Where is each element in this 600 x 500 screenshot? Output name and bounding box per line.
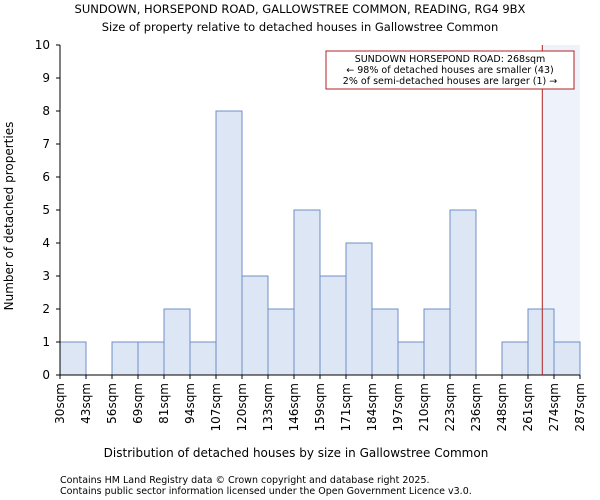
y-tick-label-7: 7	[42, 137, 50, 151]
footer-line-2: Contains public sector information licen…	[60, 486, 472, 497]
bar-56sqm	[111, 341, 139, 376]
x-tick-label-30sqm: 30sqm	[53, 383, 67, 424]
x-tick-label-171sqm: 171sqm	[339, 383, 353, 431]
bar-120sqm	[241, 275, 269, 376]
x-tick-label-223sqm: 223sqm	[443, 383, 457, 431]
x-tick-label-133sqm: 133sqm	[261, 383, 275, 431]
bar-171sqm	[345, 242, 373, 376]
footer-line-1: Contains HM Land Registry data © Crown c…	[60, 475, 430, 486]
y-tick-label-6: 6	[42, 170, 50, 184]
annotation-box	[325, 50, 575, 90]
bar-94sqm	[189, 341, 217, 376]
x-tick-label-120sqm: 120sqm	[235, 383, 249, 431]
plot-area: 0 1 2 3 4 5 6 7 8 9 10 30sqm 43sqm 56sqm 69sqm 81sqm 94s…	[35, 38, 587, 431]
x-tick-label-210sqm: 210sqm	[417, 383, 431, 431]
annotation-line-1: SUNDOWN HORSEPOND ROAD: 268sqm	[355, 54, 546, 65]
bar-274sqm	[553, 341, 581, 376]
x-tick-label-56sqm: 56sqm	[105, 383, 119, 424]
x-tick-label-248sqm: 248sqm	[495, 383, 509, 431]
y-tick-label-5: 5	[42, 203, 50, 217]
bar-261sqm	[527, 308, 555, 376]
x-tick-label-43sqm: 43sqm	[79, 383, 93, 424]
bar-146sqm	[293, 209, 321, 376]
bar-210sqm	[423, 308, 451, 376]
chart-subtitle: Size of property relative to detached ho…	[102, 20, 499, 34]
x-tick-label-94sqm: 94sqm	[183, 383, 197, 424]
y-tick-label-8: 8	[42, 104, 50, 118]
bar-81sqm	[163, 308, 191, 376]
annotation-line-2: ← 98% of detached houses are smaller (43…	[346, 65, 553, 76]
x-tick-label-236sqm: 236sqm	[469, 383, 483, 431]
y-tick-label-0: 0	[42, 368, 50, 382]
y-tick-label-2: 2	[42, 302, 50, 316]
x-tick-label-146sqm: 146sqm	[287, 383, 301, 431]
y-axis-label: Number of detached properties	[2, 122, 16, 311]
x-tick-label-184sqm: 184sqm	[365, 383, 379, 431]
y-tick-label-4: 4	[42, 236, 50, 250]
x-tick-label-159sqm: 159sqm	[313, 383, 327, 431]
x-tick-label-81sqm: 81sqm	[157, 383, 171, 424]
x-tick-label-261sqm: 261sqm	[521, 383, 535, 431]
y-tick-label-9: 9	[42, 71, 50, 85]
y-tick-label-10: 10	[35, 38, 50, 52]
annotation-line-3: 2% of semi-detached houses are larger (1…	[343, 76, 557, 87]
x-tick-label-197sqm: 197sqm	[391, 383, 405, 431]
y-tick-label-1: 1	[42, 335, 50, 349]
x-tick-label-69sqm: 69sqm	[131, 383, 145, 424]
bar-133sqm	[267, 308, 295, 376]
bar-197sqm	[397, 341, 425, 376]
x-tick-label-274sqm: 274sqm	[547, 383, 561, 431]
x-tick-label-287sqm: 287sqm	[573, 383, 587, 431]
bar-107sqm	[215, 110, 243, 376]
bar-184sqm	[371, 308, 399, 376]
bar-30sqm	[59, 341, 87, 376]
bar-223sqm	[449, 209, 477, 376]
chart-title: SUNDOWN, HORSEPOND ROAD, GALLOWSTREE COM…	[75, 2, 526, 16]
bar-69sqm	[137, 341, 165, 376]
bar-159sqm	[319, 275, 347, 376]
y-tick-label-3: 3	[42, 269, 50, 283]
x-axis-label: Distribution of detached houses by size …	[104, 446, 489, 460]
bar-248sqm	[501, 341, 529, 376]
x-tick-label-107sqm: 107sqm	[209, 383, 223, 431]
